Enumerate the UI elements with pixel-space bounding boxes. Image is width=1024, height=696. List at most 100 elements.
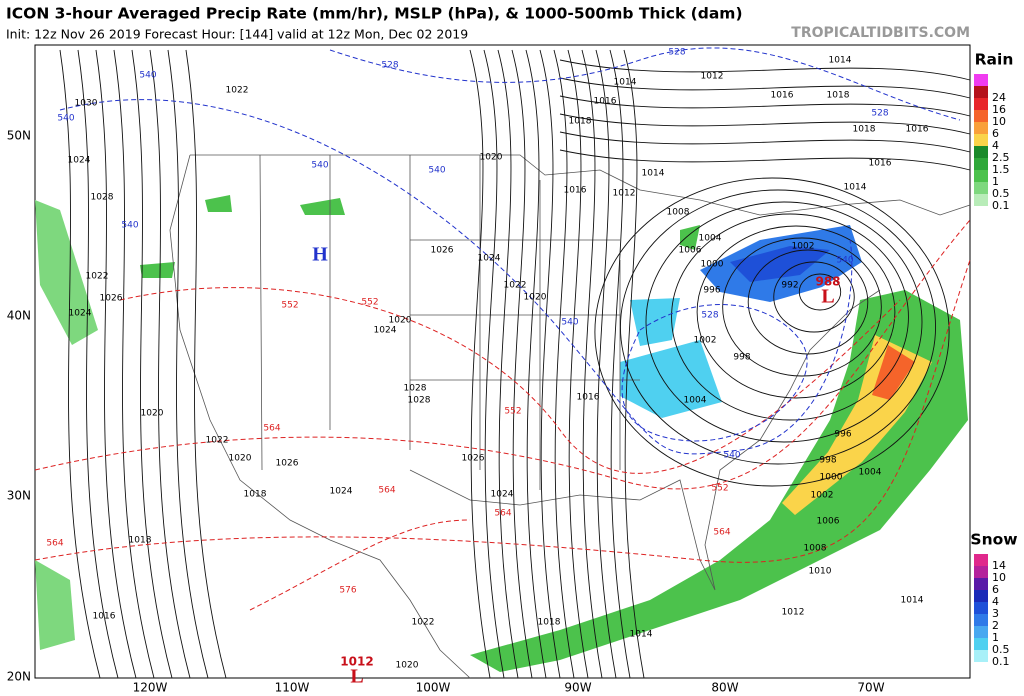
subtitle: Init: 12z Nov 26 2019 Forecast Hour: [14… — [6, 27, 468, 42]
center-letter: L — [350, 666, 363, 688]
isobar-label: 1016 — [577, 393, 600, 403]
legend-label: 2.5 — [992, 151, 1010, 164]
isobar-label: 1028 — [404, 384, 427, 394]
isobar-label: 1004 — [859, 468, 882, 478]
thickness-line — [59, 99, 853, 455]
isobar — [559, 131, 971, 153]
isobar-label: 998 — [819, 456, 836, 466]
thickness-line — [621, 304, 808, 442]
thickness-line — [249, 519, 471, 611]
thickness-label: 540 — [311, 161, 328, 171]
legend-label: 16 — [992, 103, 1006, 116]
legend-swatch — [974, 74, 988, 86]
isobar — [567, 49, 589, 679]
legend: Rain241610642.51.510.50.1Snow1410643210.… — [970, 51, 1017, 669]
isobar-label: 1024 — [330, 487, 353, 497]
snow-area — [620, 340, 722, 418]
isobar-label: 1024 — [374, 326, 397, 336]
isobar-label: 996 — [703, 286, 720, 296]
isobar-label: 1018 — [244, 490, 267, 500]
isobar-label: 1014 — [844, 183, 867, 193]
center-letter: L — [821, 286, 834, 308]
isobar-label: 1002 — [792, 242, 815, 252]
legend-swatch — [974, 566, 988, 578]
legend-label: 10 — [992, 115, 1006, 128]
legend-label: 1 — [992, 175, 999, 188]
legend-title: Rain — [975, 51, 1014, 69]
isobar-label: 1014 — [901, 596, 924, 606]
isobar-label: 1018 — [569, 117, 592, 127]
isobar — [645, 201, 923, 443]
isobar — [497, 49, 519, 679]
isobar-label: 1014 — [829, 56, 852, 66]
isobar-label: 1022 — [206, 436, 229, 446]
legend-swatch — [974, 602, 988, 614]
isobar-label: 1004 — [699, 234, 722, 244]
thickness-label: 552 — [504, 407, 521, 417]
isobar — [623, 49, 645, 679]
isobar-label: 1018 — [827, 91, 850, 101]
isobar — [559, 149, 971, 171]
isobar — [553, 49, 575, 679]
isobar — [798, 273, 842, 311]
isobar — [773, 261, 855, 333]
isobar-label: 1016 — [594, 97, 617, 107]
axes: 50N 40N 30N 20N 120W 110W 100W 90W 80W 70W — [7, 129, 885, 695]
isobar-label: 1002 — [694, 336, 717, 346]
thickness-label: 528 — [668, 48, 685, 58]
thickness-line — [34, 219, 971, 490]
isobar-label: 1020 — [480, 153, 503, 163]
isobar-label: 1028 — [408, 396, 431, 406]
legend-swatch — [974, 158, 988, 170]
isobar-label: 1022 — [226, 86, 249, 96]
isobar-label: 1016 — [564, 186, 587, 196]
legend-label: 3 — [992, 607, 999, 620]
coast — [409, 289, 881, 591]
isobar-label: 1026 — [431, 246, 454, 256]
snow-core — [730, 246, 830, 282]
legend-label: 14 — [992, 559, 1006, 572]
legend-swatch — [974, 626, 988, 638]
rain-area — [35, 200, 98, 345]
lat-label: 30N — [7, 489, 31, 503]
isobar-label: 1016 — [771, 91, 794, 101]
legend-label: 0.1 — [992, 655, 1010, 668]
isobar-label: 1000 — [701, 260, 724, 270]
isobar — [609, 49, 631, 679]
isobar — [595, 49, 617, 679]
isobar-label: 1024 — [69, 309, 92, 319]
isobar — [559, 113, 971, 135]
legend-label: 10 — [992, 571, 1006, 584]
legend-title: Snow — [970, 531, 1017, 549]
thickness-label: 552 — [711, 484, 728, 494]
isobar — [559, 77, 971, 99]
isobar — [559, 95, 971, 117]
lat-label: 50N — [7, 129, 31, 143]
isobar — [594, 177, 950, 487]
rain-area — [680, 225, 700, 250]
center-pressure: 1012 — [340, 655, 373, 669]
isobar — [747, 249, 869, 355]
isobar-label: 1018 — [538, 618, 561, 628]
isobar — [167, 49, 209, 679]
isobar — [59, 49, 101, 679]
isobar-label: 1026 — [100, 294, 123, 304]
isobar-label: 1008 — [667, 208, 690, 218]
legend-label: 4 — [992, 595, 999, 608]
isobar-label: 1010 — [809, 567, 832, 577]
legend-swatch — [974, 122, 988, 134]
isobar — [483, 49, 505, 679]
isobar-label: 1012 — [613, 189, 636, 199]
isobar-label: 1026 — [276, 459, 299, 469]
thickness-label: 540 — [121, 221, 138, 231]
legend-label: 1.5 — [992, 163, 1010, 176]
isobar — [149, 49, 191, 679]
thickness-label: 564 — [378, 486, 395, 496]
legend-swatch — [974, 590, 988, 602]
isobar — [185, 49, 227, 679]
legend-swatch — [974, 194, 988, 206]
coast — [169, 154, 471, 679]
isobar-label: 998 — [733, 353, 750, 363]
